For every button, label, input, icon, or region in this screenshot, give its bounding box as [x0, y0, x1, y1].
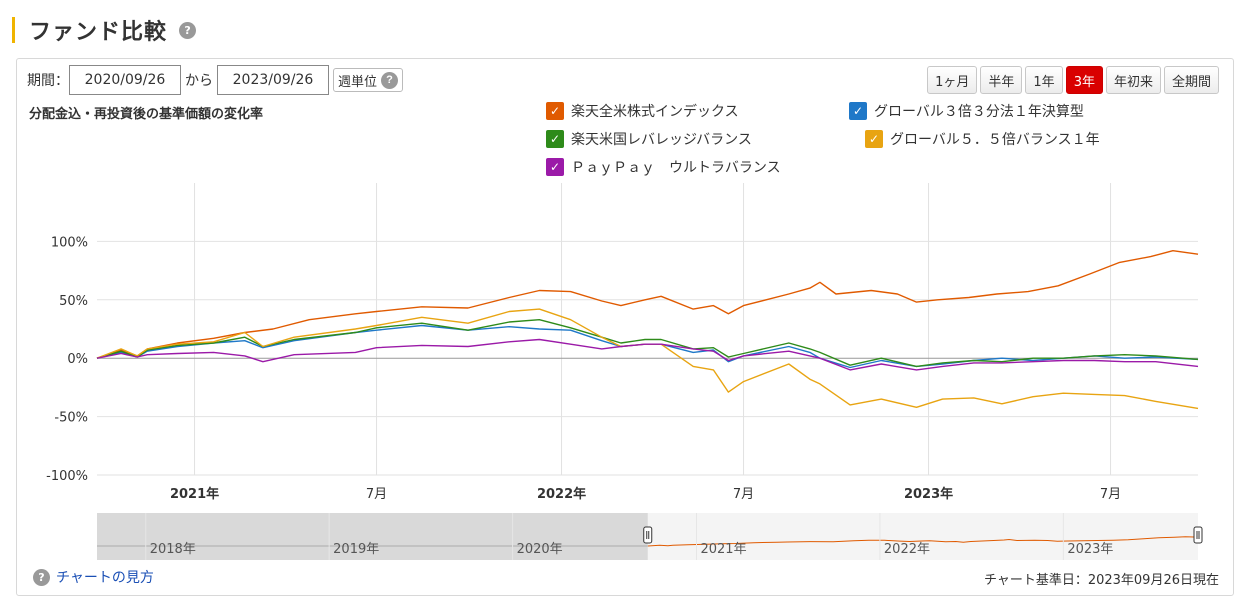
range-button-6month[interactable]: 半年 [980, 66, 1023, 94]
help-icon: ? [33, 568, 50, 586]
legend-item[interactable]: ✓ グローバル３倍３分法１年決算型 [849, 101, 1084, 121]
chart-subtitle: 分配金込・再投資後の基準価額の変化率 [29, 107, 264, 122]
range-buttons: 1ヶ月 半年 1年 3年 年初来 全期間 [927, 66, 1219, 94]
weekly-toggle-button[interactable]: 週単位 ? [333, 68, 404, 92]
period-separator: から [185, 73, 213, 89]
legend-item[interactable]: ✓ 楽天全米株式インデックス [546, 101, 739, 121]
end-date-input[interactable] [217, 65, 329, 95]
page-title: ファンド比較 [29, 20, 168, 45]
chart-panel: 期間： から 週単位 ? 1ヶ月 半年 1年 3年 年初来 全期間 分配金込・再… [16, 58, 1234, 596]
start-date-input[interactable] [69, 65, 181, 95]
title-accent-bar [12, 17, 15, 43]
range-button-all[interactable]: 全期間 [1163, 66, 1219, 94]
legend-item[interactable]: ✓ ＰａｙＰａｙ ウルトラバランス [546, 157, 781, 177]
help-icon: ? [381, 71, 399, 89]
legend-label: グローバル３倍３分法１年決算型 [874, 104, 1084, 120]
chart-help-link-label: チャートの見方 [56, 570, 154, 586]
help-icon[interactable]: ? [179, 21, 197, 39]
chart-as-of-date: チャート基準日：2023年09月26日現在 [983, 573, 1219, 588]
legend-check-icon: ✓ [865, 130, 883, 148]
range-button-1month[interactable]: 1ヶ月 [927, 66, 978, 94]
range-button-3year[interactable]: 3年 [1065, 66, 1103, 94]
range-button-ytd[interactable]: 年初来 [1105, 66, 1161, 94]
weekly-label: 週単位 [338, 73, 378, 89]
legend-check-icon: ✓ [546, 102, 564, 120]
legend-label: 楽天全米株式インデックス [571, 104, 739, 120]
page-header: ファンド比較 ? [12, 14, 197, 46]
chart-help-link[interactable]: ? チャートの見方 [33, 567, 154, 587]
legend-item[interactable]: ✓ グローバル５．５倍バランス１年 [865, 129, 1100, 149]
legend-label: 楽天米国レバレッジバランス [571, 132, 752, 148]
period-selector: 期間： から 週単位 ? [27, 65, 404, 95]
range-button-1year[interactable]: 1年 [1025, 66, 1063, 94]
legend-check-icon: ✓ [546, 158, 564, 176]
legend-check-icon: ✓ [849, 102, 867, 120]
period-label: 期間： [27, 73, 69, 89]
legend-label: ＰａｙＰａｙ ウルトラバランス [571, 160, 781, 176]
legend-label: グローバル５．５倍バランス１年 [890, 132, 1100, 148]
legend-check-icon: ✓ [546, 130, 564, 148]
legend-item[interactable]: ✓ 楽天米国レバレッジバランス [546, 129, 752, 149]
